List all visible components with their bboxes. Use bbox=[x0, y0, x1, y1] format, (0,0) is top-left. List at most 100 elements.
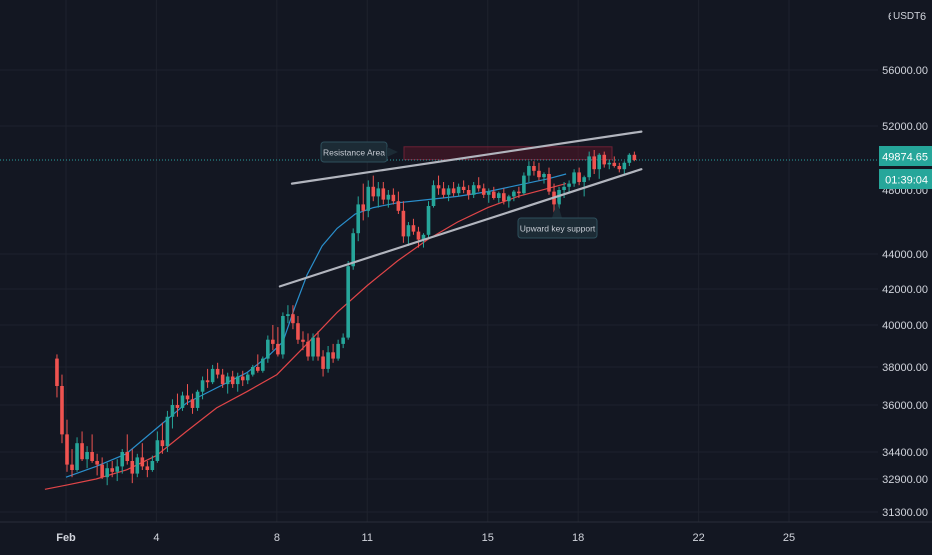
candle-body bbox=[220, 374, 225, 385]
time-tick-label: 8 bbox=[274, 532, 280, 544]
time-tick-label: Feb bbox=[56, 532, 76, 544]
candle-body bbox=[491, 191, 496, 198]
candle-body bbox=[225, 376, 230, 385]
candle-body bbox=[100, 464, 104, 478]
time-tick-label: 15 bbox=[482, 532, 494, 544]
candle-body bbox=[235, 376, 240, 385]
candle-body bbox=[456, 186, 461, 194]
candle-body bbox=[436, 185, 441, 189]
candle-body bbox=[547, 174, 551, 192]
candle-body bbox=[562, 186, 566, 190]
candle-body bbox=[381, 188, 386, 200]
candle-body bbox=[587, 156, 591, 178]
candle-body bbox=[150, 461, 155, 470]
candle-body bbox=[522, 175, 526, 194]
candle-body bbox=[205, 380, 210, 383]
candle-body bbox=[60, 386, 64, 435]
candle-body bbox=[542, 174, 546, 178]
support-callout-pointer bbox=[552, 201, 562, 218]
channel-lower-line bbox=[278, 168, 643, 288]
candle-body bbox=[75, 443, 79, 470]
candle-body bbox=[341, 337, 345, 344]
resistance-callout[interactable]: Resistance Area bbox=[320, 141, 398, 163]
unit-badge-bg bbox=[891, 7, 917, 23]
support-callout-label: Upward key support bbox=[520, 224, 596, 234]
candle-body bbox=[90, 452, 94, 461]
candle-body bbox=[115, 466, 120, 472]
candle-body bbox=[296, 323, 300, 340]
candle-body bbox=[125, 452, 130, 461]
candle-body bbox=[607, 162, 612, 165]
candle-body bbox=[371, 186, 376, 197]
current-price-label: 49874.65 bbox=[882, 152, 928, 164]
countdown-label: 01:39:04 bbox=[885, 175, 928, 187]
candle-body bbox=[281, 316, 285, 355]
candle-body bbox=[291, 314, 295, 324]
candle-body bbox=[597, 154, 602, 170]
candle-body bbox=[250, 367, 255, 375]
time-tick-labels: Feb 4 8 11 15 18 22 25 bbox=[56, 532, 795, 544]
candle-body bbox=[316, 337, 320, 357]
candle-body bbox=[55, 358, 59, 386]
candle-body bbox=[502, 193, 506, 202]
time-tick-label: 22 bbox=[693, 532, 705, 544]
candle-body bbox=[617, 166, 622, 170]
candle-body bbox=[446, 188, 451, 195]
price-tick-label: 42000.00 bbox=[882, 284, 928, 296]
support-callout[interactable]: Upward key support bbox=[517, 201, 598, 239]
candle-body bbox=[507, 196, 511, 202]
candle-body bbox=[286, 314, 290, 316]
candle-body bbox=[486, 191, 491, 195]
price-tick-label: 38000.00 bbox=[882, 362, 928, 374]
candle-body bbox=[215, 368, 220, 375]
channel-lines[interactable] bbox=[278, 130, 643, 288]
candle-body bbox=[431, 185, 436, 206]
candle-body bbox=[180, 395, 185, 408]
price-tick-label: 56000.00 bbox=[882, 65, 928, 77]
candle-body bbox=[582, 177, 586, 182]
candle-body bbox=[401, 210, 406, 237]
candle-body bbox=[441, 188, 446, 195]
resistance-zone bbox=[403, 146, 613, 161]
candle-body bbox=[311, 337, 315, 357]
price-tick-label: 36000.00 bbox=[882, 400, 928, 412]
candle-body bbox=[351, 233, 355, 267]
candle-body bbox=[331, 352, 335, 359]
price-axis-partial-label-right: 6 bbox=[920, 11, 926, 23]
candle-body bbox=[105, 468, 109, 478]
time-axis[interactable]: Feb 4 8 11 15 18 22 25 bbox=[0, 521, 932, 544]
candle-body bbox=[155, 440, 160, 461]
current-price-badge: 49874.65 bbox=[879, 146, 932, 166]
resistance-zone-box bbox=[403, 146, 613, 161]
candle-body bbox=[85, 452, 89, 460]
candle-body bbox=[632, 154, 637, 161]
candle-body bbox=[527, 166, 531, 176]
candle-body bbox=[120, 452, 125, 467]
grid bbox=[0, 0, 878, 522]
price-tick-label: 40000.00 bbox=[882, 320, 928, 332]
candle-body bbox=[366, 186, 371, 211]
candle-body bbox=[306, 341, 310, 357]
time-tick-label: 4 bbox=[153, 532, 159, 544]
price-axis[interactable]: 6 6 USDT 56000.0052000.0044000.0042000.0… bbox=[879, 7, 932, 519]
candle-body bbox=[592, 156, 596, 170]
price-tick-label: 34400.00 bbox=[882, 447, 928, 459]
candle-body bbox=[165, 416, 170, 447]
candle-body bbox=[602, 154, 607, 165]
candle-body bbox=[572, 172, 576, 184]
price-unit-label[interactable]: USDT bbox=[893, 11, 920, 22]
candle-body bbox=[276, 343, 280, 355]
candle-body bbox=[627, 154, 632, 163]
candle-body bbox=[70, 464, 74, 470]
candle-body bbox=[356, 204, 361, 234]
candle-body bbox=[496, 193, 501, 198]
candle-body bbox=[421, 234, 426, 240]
candle-body bbox=[130, 461, 135, 474]
candle-body bbox=[195, 391, 200, 408]
candle-body bbox=[622, 162, 627, 170]
candle-body bbox=[185, 395, 190, 400]
countdown-badge-bg bbox=[879, 169, 932, 189]
candle-body bbox=[65, 434, 69, 465]
